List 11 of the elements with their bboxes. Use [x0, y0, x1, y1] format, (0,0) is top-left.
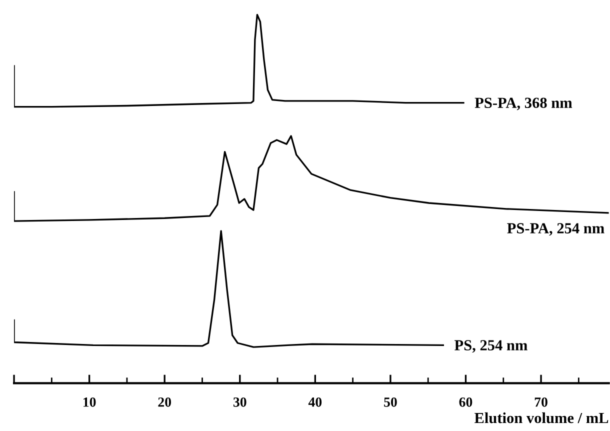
- x-tick-label: 60: [459, 397, 472, 407]
- series-label: PS-PA, 254 nm: [507, 223, 604, 236]
- x-tick-label: 20: [158, 397, 172, 407]
- series-label: PS, 254 nm: [454, 340, 528, 353]
- x-tick-label: 40: [308, 397, 322, 407]
- x-tick-label: 50: [384, 397, 397, 407]
- x-tick-label: 10: [83, 397, 96, 407]
- series-label: PS-PA, 368 nm: [474, 98, 572, 110]
- x-tick-label: 70: [534, 397, 548, 407]
- x-tick-label: 30: [233, 397, 246, 407]
- x-axis-title: Elution volume / mL: [474, 412, 608, 424]
